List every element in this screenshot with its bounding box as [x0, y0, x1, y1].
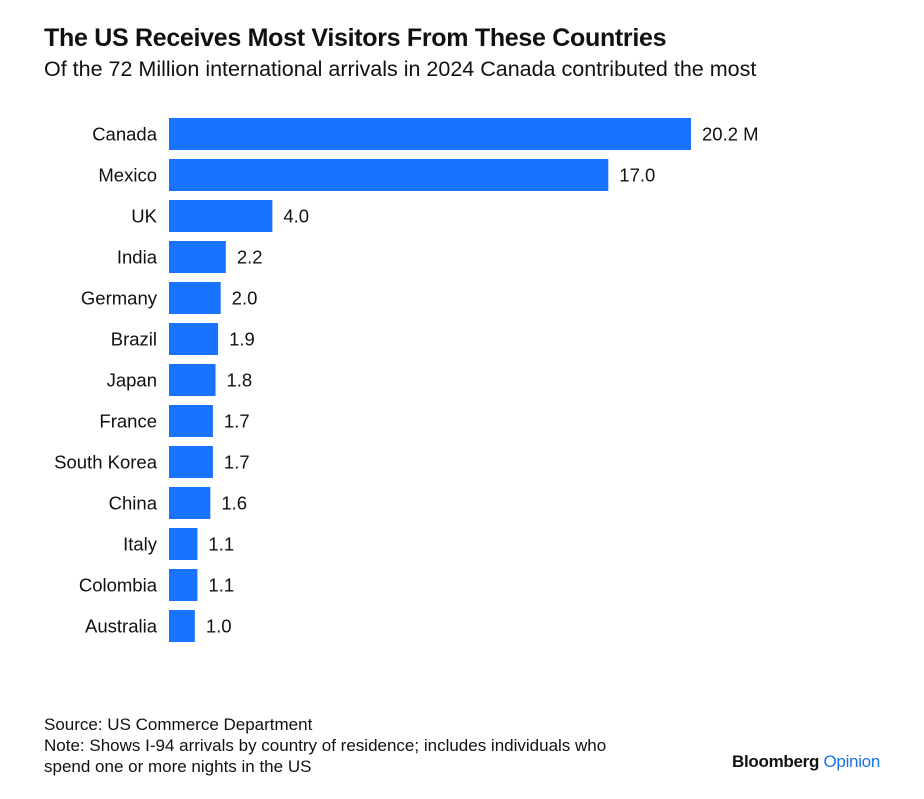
bar	[169, 282, 221, 314]
method-note-line-2: spend one or more nights in the US	[44, 757, 312, 776]
value-label: 1.1	[208, 575, 234, 596]
category-label: China	[109, 493, 158, 514]
source-note: Source: US Commerce Department	[44, 715, 313, 734]
chart-footer: Source: US Commerce Department Note: Sho…	[44, 714, 606, 777]
bar	[169, 323, 219, 355]
value-label: 1.0	[206, 616, 232, 637]
category-label: India	[117, 247, 158, 268]
bar	[169, 241, 226, 273]
method-note-line-1: Note: Shows I-94 arrivals by country of …	[44, 736, 607, 755]
category-label: South Korea	[54, 452, 158, 473]
value-label: 2.2	[237, 247, 263, 268]
category-label: Canada	[92, 124, 158, 145]
bar	[169, 569, 198, 601]
value-label: 20.2 M	[702, 124, 759, 145]
bar	[169, 487, 211, 519]
category-label: France	[99, 411, 157, 432]
category-label: Italy	[123, 534, 158, 555]
value-label: 2.0	[232, 288, 258, 309]
category-label: UK	[131, 206, 157, 227]
bar	[169, 528, 198, 560]
value-label: 4.0	[283, 206, 309, 227]
chart-title: The US Receives Most Visitors From These…	[44, 24, 667, 52]
bar	[169, 200, 273, 232]
value-label: 1.1	[208, 534, 234, 555]
value-label: 1.6	[221, 493, 247, 514]
category-label: Japan	[107, 370, 157, 391]
bar	[169, 118, 691, 150]
value-label: 1.9	[229, 329, 255, 350]
brand-logo: Bloomberg Opinion	[732, 752, 880, 772]
bar	[169, 446, 213, 478]
bar-chart: Canada 20.2 M Mexico 17.0 UK 4.0 India 2.2 Germa…	[54, 118, 759, 642]
brand-name: Bloomberg	[732, 752, 820, 771]
bar	[169, 610, 195, 642]
value-label: 17.0	[619, 165, 655, 186]
value-label: 1.7	[224, 411, 250, 432]
value-label: 1.8	[227, 370, 253, 391]
bar	[169, 405, 213, 437]
chart-subtitle: Of the 72 Million international arrivals…	[44, 57, 757, 81]
category-label: Mexico	[98, 165, 157, 186]
category-label: Germany	[81, 288, 158, 309]
bar	[169, 364, 216, 396]
category-label: Colombia	[79, 575, 158, 596]
brand-section: Opinion	[823, 752, 881, 771]
bar	[169, 159, 609, 191]
category-label: Australia	[85, 616, 158, 637]
value-label: 1.7	[224, 452, 250, 473]
category-label: Brazil	[111, 329, 157, 350]
